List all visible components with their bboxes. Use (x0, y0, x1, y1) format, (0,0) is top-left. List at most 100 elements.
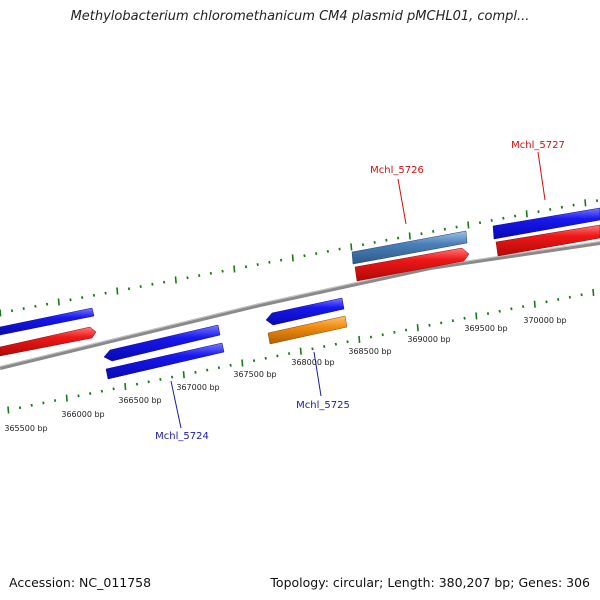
plasmid-backbone-highlight (0, 241, 600, 367)
ruler-minor-tick (256, 263, 259, 267)
ruler-tick-label: 367000 bp (176, 383, 219, 392)
ruler-tick-labels: 365500 bp 366000 bp 366500 bp 367000 bp 3675… (4, 316, 566, 433)
ruler-minor-tick (455, 225, 458, 229)
ruler-minor-tick (478, 221, 482, 225)
ruler-minor-tick (334, 342, 338, 346)
ruler-minor-tick (549, 207, 552, 211)
length-label: Length: (387, 575, 435, 590)
gene-Mchl_5724-feature[interactable] (103, 324, 221, 362)
ruler-minor-tick (393, 330, 396, 334)
ruler-minor-tick (92, 293, 96, 297)
ruler-major-tick (241, 359, 244, 367)
ruler-tick-label: 370000 bp (523, 316, 566, 325)
ruler-minor-tick (170, 375, 174, 379)
ruler-minor-tick (311, 347, 314, 351)
ruler-minor-tick (346, 340, 349, 344)
ruler-minor-tick (268, 260, 271, 264)
ruler-major-tick (0, 309, 2, 317)
ruler-minor-tick (229, 363, 232, 367)
ruler-minor-tick (147, 380, 150, 384)
gene-label-leaders (170, 151, 546, 429)
topology-value: circular (332, 575, 380, 590)
ruler-minor-tick (287, 352, 291, 356)
ruler-major-tick (592, 288, 595, 296)
ruler-major-tick (358, 335, 361, 343)
ruler-minor-tick (162, 280, 166, 284)
ruler-minor-tick (135, 382, 139, 386)
ruler-minor-tick (557, 297, 560, 301)
ruler-minor-tick (112, 387, 115, 391)
ruler-tick-label: 365500 bp (4, 424, 47, 433)
ruler-minor-tick (537, 210, 540, 214)
ruler-minor-tick (194, 370, 197, 374)
ruler-minor-tick (104, 291, 107, 295)
genes-value: 306 (566, 575, 590, 590)
ruler-minor-tick (244, 265, 248, 269)
ruler-minor-tick (428, 323, 431, 327)
gene-label-Mchl_5726[interactable]: Mchl_5726 (370, 165, 424, 176)
ruler-minor-tick (560, 205, 564, 209)
ruler-tick-label: 366500 bp (118, 396, 161, 405)
genes-label: Genes: (518, 575, 563, 590)
ruler-minor-tick (572, 203, 575, 207)
ruler-minor-tick (139, 285, 142, 289)
gene-Mchl_5726-feature[interactable] (351, 230, 468, 265)
ruler-major-tick (416, 324, 419, 332)
ruler-minor-tick (206, 368, 209, 372)
gene-features (0, 207, 600, 380)
ruler-minor-tick (221, 269, 224, 273)
gene-label-Mchl_5725[interactable]: Mchl_5725 (296, 400, 350, 411)
gene-Mchl_5727-feature[interactable] (492, 207, 600, 240)
ruler-minor-tick (276, 354, 279, 358)
gene-label-Mchl_5727[interactable]: Mchl_5727 (511, 140, 565, 151)
ruler-minor-tick (18, 406, 22, 410)
ruler-major-tick (233, 265, 236, 273)
ruler-minor-tick (510, 307, 513, 311)
ruler-major-tick (525, 210, 528, 218)
ruler-minor-tick (396, 236, 400, 240)
gene-label-Mchl_5724[interactable]: Mchl_5724 (155, 431, 209, 442)
ruler-minor-tick (323, 344, 326, 348)
ruler-minor-tick (463, 316, 466, 320)
ruler-minor-tick (42, 401, 45, 405)
ruler-minor-tick (361, 243, 365, 247)
ruler-minor-tick (315, 252, 318, 256)
accession-value: NC_011758 (79, 575, 152, 590)
ruler-minor-tick (186, 276, 189, 280)
ruler-minor-tick (486, 312, 490, 316)
gene-forward-feature[interactable] (0, 307, 95, 336)
ruler-major-tick (65, 394, 68, 402)
ruler-minor-tick (369, 335, 373, 339)
ruler-minor-tick (252, 359, 256, 363)
ruler-minor-tick (30, 403, 33, 407)
gene-reverse-feature[interactable] (105, 342, 225, 380)
plasmid-backbone (0, 241, 600, 370)
ruler-minor-tick (198, 274, 201, 278)
ruler-tick-label: 369000 bp (407, 335, 450, 344)
gene-reverse-feature[interactable] (354, 247, 470, 282)
ruler-major-tick (116, 287, 119, 295)
gene-reverse-feature[interactable] (0, 326, 97, 357)
ruler-major-tick (291, 254, 294, 262)
gene-reverse-feature[interactable] (495, 224, 600, 257)
accession-label: Accession: (9, 575, 76, 590)
ruler-tick-label: 367500 bp (233, 370, 276, 379)
ruler-major-tick (57, 298, 60, 306)
ruler-minor-tick (89, 392, 92, 396)
ruler-minor-tick (159, 377, 162, 381)
ruler-minor-tick (10, 309, 14, 313)
ruler-minor-tick (381, 333, 384, 337)
ruler-tick-label: 368500 bp (348, 347, 391, 356)
ruler-minor-tick (53, 399, 57, 403)
gene-forward-feature[interactable] (265, 297, 345, 326)
ruler-major-tick (408, 232, 411, 240)
gene-Mchl_5725-feature[interactable] (267, 315, 348, 345)
genome-summary: Topology: circular; Length: 380,207 bp; … (270, 575, 590, 590)
ruler-major-tick (7, 406, 10, 414)
ruler-minor-tick (264, 356, 267, 360)
ruler-major-tick (533, 300, 536, 308)
ruler-minor-tick (580, 293, 583, 297)
ruler-major-tick (174, 276, 177, 284)
ruler-minor-tick (69, 298, 72, 302)
